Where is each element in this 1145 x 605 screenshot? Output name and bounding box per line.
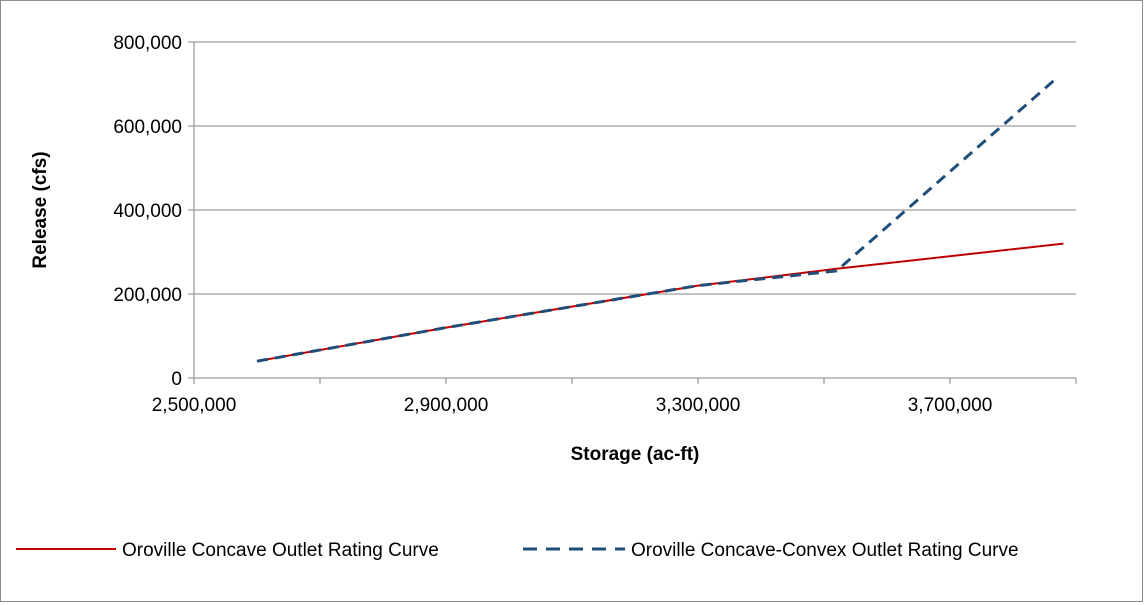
x-tick-label: 3,700,000 [908, 395, 993, 416]
y-tick-label: 400,000 [113, 201, 182, 222]
series-lines [256, 76, 1064, 363]
y-tick-labels: 0 200,000 400,000 600,000 800,000 [113, 33, 182, 390]
axes [188, 41, 1077, 384]
x-axis-title: Storage (ac-ft) [571, 444, 700, 465]
y-axis-title: Release (cfs) [30, 151, 51, 268]
legend: Oroville Concave Outlet Rating Curve Orov… [16, 540, 1019, 561]
y-tick-label: 200,000 [113, 285, 182, 306]
y-tick-label: 0 [171, 369, 182, 390]
series-line-concave [256, 242, 1064, 363]
y-tick-label: 600,000 [113, 117, 182, 138]
x-tick-label: 2,900,000 [404, 395, 489, 416]
x-tick-labels: 2,500,000 2,900,000 3,300,000 3,700,000 [152, 395, 993, 416]
y-tick-label: 800,000 [113, 33, 182, 54]
x-tick-label: 3,300,000 [656, 395, 741, 416]
x-tick-label: 2,500,000 [152, 395, 237, 416]
legend-label: Oroville Concave-Convex Outlet Rating Cu… [631, 540, 1019, 561]
legend-label: Oroville Concave Outlet Rating Curve [122, 540, 439, 561]
series-line-concave-convex [256, 76, 1059, 363]
gridlines [194, 41, 1076, 295]
